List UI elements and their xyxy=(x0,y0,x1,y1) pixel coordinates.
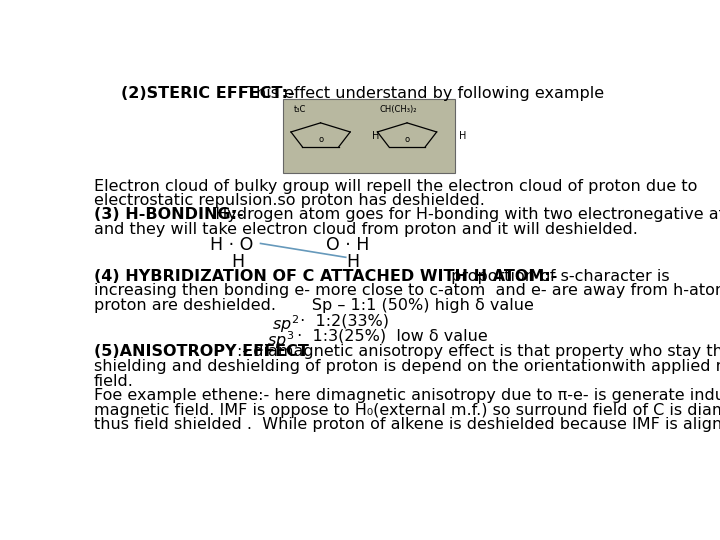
Text: H: H xyxy=(459,131,467,141)
Text: ·  1:3(25%)  low δ value: · 1:3(25%) low δ value xyxy=(292,329,487,344)
Text: electrostatic repulsion.so proton has deshielded.: electrostatic repulsion.so proton has de… xyxy=(94,193,485,208)
Text: Hydrogen atom goes for H-bonding with two electronegative atom: Hydrogen atom goes for H-bonding with tw… xyxy=(204,207,720,222)
FancyBboxPatch shape xyxy=(282,99,456,173)
Text: o: o xyxy=(318,135,323,144)
Text: Electron cloud of bulky group will repell the electron cloud of proton due to: Electron cloud of bulky group will repel… xyxy=(94,179,697,194)
Text: (5)ANISOTROPY EFFECT: (5)ANISOTROPY EFFECT xyxy=(94,345,309,359)
Text: and they will take electron cloud from proton and it will deshielded.: and they will take electron cloud from p… xyxy=(94,222,638,237)
Text: H: H xyxy=(231,253,244,271)
Text: CH(CH₃)₂: CH(CH₃)₂ xyxy=(379,105,417,114)
Text: field.: field. xyxy=(94,374,134,389)
Text: (4) HYBRIDIZATION OF C ATTACHED WITH H ATOM:-: (4) HYBRIDIZATION OF C ATTACHED WITH H A… xyxy=(94,269,557,284)
Text: :- diamagnetic anisotropy effect is that property who stay that: :- diamagnetic anisotropy effect is that… xyxy=(238,345,720,359)
Text: This effect understand by following example: This effect understand by following exam… xyxy=(241,86,604,102)
Text: O · H: O · H xyxy=(326,236,370,254)
Text: (3) H-BONDING:-: (3) H-BONDING:- xyxy=(94,207,243,222)
Text: shielding and deshielding of proton is depend on the orientationwith applied mag: shielding and deshielding of proton is d… xyxy=(94,359,720,374)
Text: ·  1:2(33%): · 1:2(33%) xyxy=(295,314,390,328)
Text: (2)STERIC EFFECT:-: (2)STERIC EFFECT:- xyxy=(121,86,294,102)
Text: o: o xyxy=(405,135,410,144)
Text: thus field shielded .  While proton of alkene is deshielded because IMF is align: thus field shielded . While proton of al… xyxy=(94,417,720,433)
Text: H: H xyxy=(346,253,359,271)
Text: magnetic field. IMF is oppose to H₀(external m.f.) so surround field of C is dia: magnetic field. IMF is oppose to H₀(exte… xyxy=(94,403,720,418)
Text: H · O: H · O xyxy=(210,236,253,254)
Text: proton are deshielded.       Sp – 1:1 (50%) high δ value: proton are deshielded. Sp – 1:1 (50%) hi… xyxy=(94,298,534,313)
Text: H: H xyxy=(372,131,380,141)
Text: $sp^3$: $sp^3$ xyxy=(266,329,294,350)
Text: proportion of s-character is: proportion of s-character is xyxy=(446,269,670,284)
Text: increasing then bonding e- more close to c-atom  and e- are away from h-atom ,so: increasing then bonding e- more close to… xyxy=(94,284,720,299)
Text: $sp^2$: $sp^2$ xyxy=(272,314,300,335)
Text: Foe example ethene:- here dimagnetic anisotropy due to π-e- is generate induced: Foe example ethene:- here dimagnetic ani… xyxy=(94,388,720,403)
Text: t₃C: t₃C xyxy=(294,105,306,114)
